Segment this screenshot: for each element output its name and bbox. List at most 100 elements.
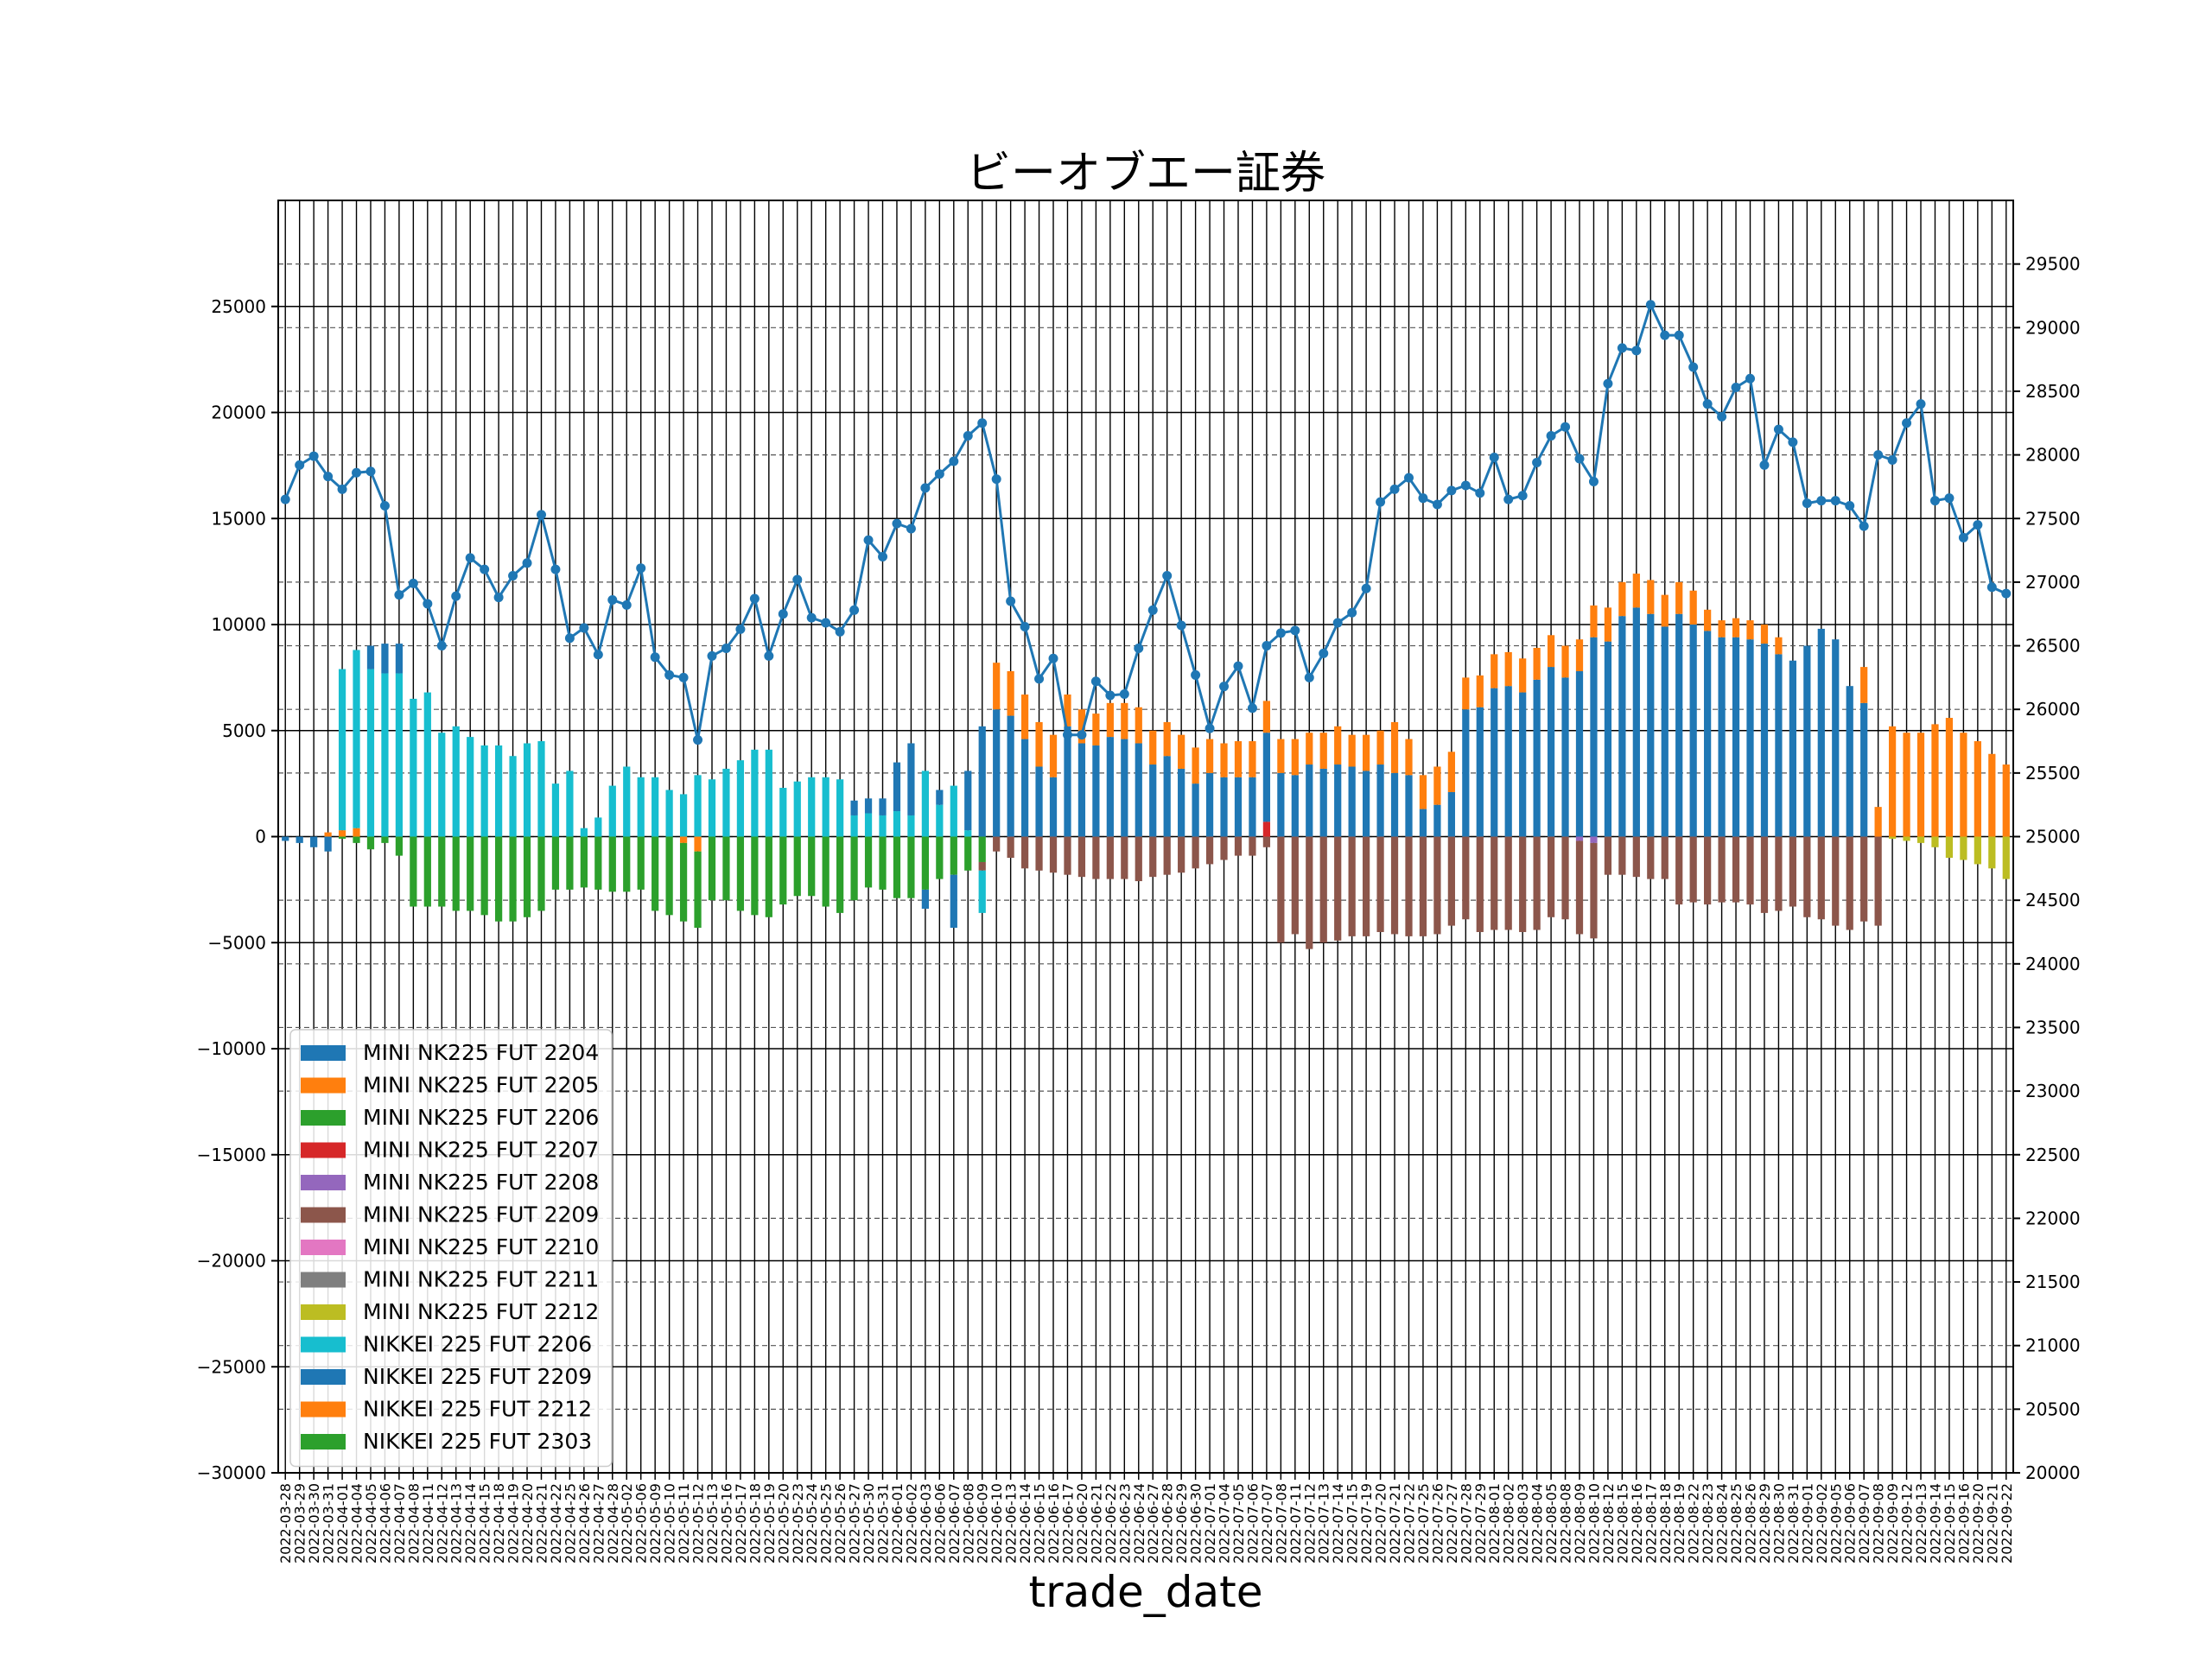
- price-point: [1290, 625, 1300, 636]
- bar-segment: [395, 673, 404, 837]
- x-tick-label: 2022-03-31: [321, 1483, 337, 1564]
- price-point: [1319, 648, 1329, 658]
- price-point: [1389, 484, 1400, 494]
- bar-segment: [1433, 766, 1441, 805]
- price-point: [593, 650, 603, 660]
- bar-segment: [1775, 637, 1783, 655]
- legend-label: NIKKEI 225 FUT 2212: [363, 1397, 592, 1422]
- price-line-layer: [280, 300, 2012, 745]
- price-point: [1929, 496, 1940, 506]
- price-point: [308, 451, 319, 461]
- price-point: [1077, 730, 1087, 740]
- price-point: [1147, 605, 1158, 615]
- bar-segment: [1960, 733, 1967, 837]
- bar-segment: [523, 836, 531, 917]
- x-tick-label: 2022-07-08: [1273, 1483, 1289, 1564]
- x-tick-label: 2022-03-29: [292, 1483, 308, 1564]
- bar-segment: [1561, 836, 1569, 920]
- bar-segment: [751, 836, 759, 916]
- price-point: [493, 593, 504, 603]
- price-point: [749, 593, 760, 604]
- x-tick-label: 2022-04-12: [434, 1483, 450, 1564]
- price-point: [1560, 422, 1571, 432]
- bar-segment: [1405, 739, 1413, 776]
- x-tick-label: 2022-09-12: [1899, 1483, 1916, 1564]
- bar-segment: [879, 798, 887, 815]
- price-point: [1546, 431, 1556, 441]
- bar-segment: [1390, 772, 1399, 837]
- x-tick-label: 2022-04-19: [505, 1483, 522, 1564]
- price-point: [1062, 730, 1072, 740]
- bar-segment: [1049, 777, 1058, 837]
- bar-segment: [708, 779, 716, 837]
- bar-segment: [1533, 836, 1541, 930]
- bar-segment: [879, 815, 887, 837]
- bar-segment: [1632, 574, 1640, 608]
- bar-segment: [523, 743, 531, 837]
- x-tick-label: 2022-08-22: [1686, 1483, 1702, 1564]
- bar-segment: [1348, 766, 1356, 837]
- price-point: [1902, 418, 1912, 428]
- legend-swatch: [301, 1045, 346, 1061]
- bar-segment: [722, 768, 730, 837]
- x-tick-label: 2022-07-27: [1444, 1483, 1460, 1564]
- bar-segment: [1846, 836, 1853, 930]
- y-tick-label: 20000: [211, 403, 266, 423]
- bar-segment: [893, 762, 901, 812]
- price-point: [323, 472, 334, 482]
- bar-segment: [879, 836, 887, 890]
- bar-segment: [993, 709, 1001, 837]
- bar-segment: [1376, 836, 1384, 932]
- y2-tick-label: 23500: [2025, 1017, 2081, 1037]
- x-tick-label: 2022-04-07: [391, 1483, 408, 1564]
- price-point: [1048, 653, 1058, 663]
- price-point: [1688, 362, 1699, 372]
- bar-segment: [907, 836, 915, 898]
- bar-segment: [1732, 637, 1740, 837]
- bar-segment: [1974, 741, 1981, 837]
- y2-tick-label: 22000: [2025, 1208, 2081, 1228]
- bar-segment: [978, 836, 986, 862]
- x-tick-label: 2022-08-25: [1728, 1483, 1745, 1564]
- bar-segment: [1561, 677, 1569, 837]
- price-point: [295, 460, 305, 470]
- price-point: [1460, 480, 1471, 491]
- bar-segment: [694, 851, 702, 929]
- x-tick-label: 2022-08-26: [1743, 1483, 1759, 1564]
- bar-segment: [1604, 836, 1612, 875]
- bar-segment: [310, 836, 318, 847]
- bar-segment: [1704, 836, 1712, 905]
- bar-segment: [1462, 836, 1470, 920]
- price-point: [735, 624, 746, 634]
- price-point: [949, 456, 959, 466]
- bar-segment: [480, 836, 488, 916]
- chart-title: ビーオブエー証券: [966, 148, 1325, 200]
- price-point: [707, 650, 717, 661]
- bar-segment: [1476, 836, 1484, 932]
- bar-segment: [1121, 836, 1128, 879]
- bar-segment: [950, 874, 957, 929]
- bar-segment: [1760, 625, 1769, 644]
- x-tick-label: 2022-08-10: [1586, 1483, 1602, 1564]
- y2-tick-label: 24500: [2025, 890, 2081, 910]
- bar-segment: [850, 836, 858, 901]
- bar-segment: [936, 790, 944, 805]
- bar-segment: [1519, 692, 1527, 837]
- price-point: [522, 558, 532, 568]
- bar-segment: [1888, 726, 1897, 837]
- price-point: [1944, 493, 1955, 504]
- bar-segment: [438, 836, 446, 907]
- bar-segment: [1504, 836, 1512, 930]
- bar-segment: [1704, 609, 1712, 631]
- bar-segment: [694, 836, 702, 852]
- legend-swatch: [301, 1240, 346, 1255]
- bar-segment: [1363, 771, 1370, 837]
- x-tick-label: 2022-08-24: [1714, 1483, 1731, 1564]
- x-tick-label: 2022-08-18: [1657, 1483, 1674, 1564]
- price-point: [1731, 383, 1741, 393]
- x-tick-label: 2022-09-08: [1871, 1483, 1887, 1564]
- bar-segment: [1647, 580, 1655, 614]
- bar-segment: [1163, 721, 1171, 757]
- legend-label: MINI NK225 FUT 2211: [363, 1267, 599, 1292]
- x-tick-label: 2022-09-06: [1842, 1483, 1859, 1564]
